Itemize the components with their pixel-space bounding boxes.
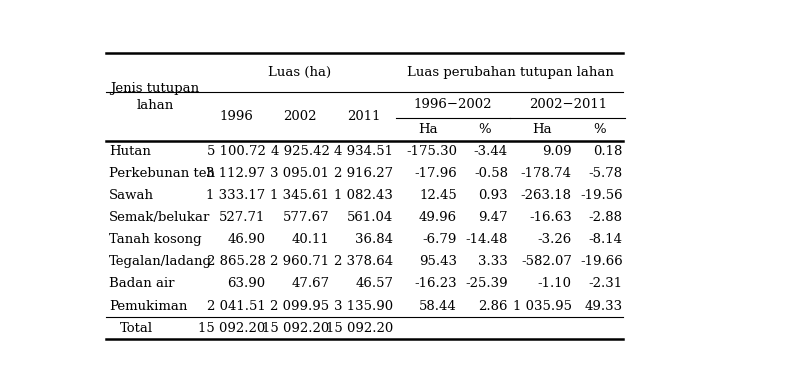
Text: 36.84: 36.84 (355, 233, 394, 246)
Text: 5 100.72: 5 100.72 (206, 145, 266, 158)
Text: 47.67: 47.67 (291, 278, 330, 291)
Text: Luas (ha): Luas (ha) (268, 66, 331, 79)
Text: -6.79: -6.79 (422, 233, 457, 246)
Text: Semak/belukar: Semak/belukar (110, 211, 210, 224)
Text: 49.33: 49.33 (585, 299, 622, 312)
Text: 4 925.42: 4 925.42 (270, 145, 330, 158)
Text: Tegalan/ladang: Tegalan/ladang (110, 256, 212, 269)
Text: -16.23: -16.23 (414, 278, 457, 291)
Text: -582.07: -582.07 (521, 256, 572, 269)
Text: Ha: Ha (418, 123, 438, 136)
Text: 577.67: 577.67 (282, 211, 330, 224)
Text: Total: Total (120, 321, 153, 334)
Text: %: % (478, 123, 491, 136)
Text: 1 345.61: 1 345.61 (270, 189, 330, 202)
Text: 46.57: 46.57 (355, 278, 394, 291)
Text: Sawah: Sawah (110, 189, 154, 202)
Text: Tanah kosong: Tanah kosong (110, 233, 202, 246)
Text: %: % (594, 123, 606, 136)
Text: 3 135.90: 3 135.90 (334, 299, 394, 312)
Text: 2 960.71: 2 960.71 (270, 256, 330, 269)
Text: -8.14: -8.14 (589, 233, 622, 246)
Text: 9.47: 9.47 (478, 211, 508, 224)
Text: 2002: 2002 (283, 110, 317, 123)
Text: 46.90: 46.90 (227, 233, 266, 246)
Text: -17.96: -17.96 (414, 167, 457, 180)
Text: -5.78: -5.78 (589, 167, 622, 180)
Text: Perkebunan teh: Perkebunan teh (110, 167, 215, 180)
Text: 58.44: 58.44 (419, 299, 457, 312)
Text: 15 092.20: 15 092.20 (326, 321, 394, 334)
Text: 2.86: 2.86 (478, 299, 508, 312)
Text: -263.18: -263.18 (521, 189, 572, 202)
Text: Luas perubahan tutupan lahan: Luas perubahan tutupan lahan (407, 66, 614, 79)
Text: 3 095.01: 3 095.01 (270, 167, 330, 180)
Text: 1 082.43: 1 082.43 (334, 189, 394, 202)
Text: 561.04: 561.04 (347, 211, 394, 224)
Text: -2.31: -2.31 (589, 278, 622, 291)
Text: 2011: 2011 (347, 110, 381, 123)
Text: -19.56: -19.56 (580, 189, 622, 202)
Text: 3.33: 3.33 (478, 256, 508, 269)
Text: -3.26: -3.26 (538, 233, 572, 246)
Text: 0.93: 0.93 (478, 189, 508, 202)
Text: 527.71: 527.71 (219, 211, 266, 224)
Text: Pemukiman: Pemukiman (110, 299, 188, 312)
Text: 40.11: 40.11 (292, 233, 330, 246)
Text: -2.88: -2.88 (589, 211, 622, 224)
Text: 9.09: 9.09 (542, 145, 572, 158)
Text: -14.48: -14.48 (466, 233, 508, 246)
Text: 2 041.51: 2 041.51 (206, 299, 266, 312)
Text: 2 865.28: 2 865.28 (206, 256, 266, 269)
Text: -19.66: -19.66 (580, 256, 622, 269)
Text: 3 112.97: 3 112.97 (206, 167, 266, 180)
Text: -1.10: -1.10 (538, 278, 572, 291)
Text: 1 333.17: 1 333.17 (206, 189, 266, 202)
Text: -175.30: -175.30 (406, 145, 457, 158)
Text: -16.63: -16.63 (529, 211, 572, 224)
Text: 2 916.27: 2 916.27 (334, 167, 394, 180)
Text: 2 099.95: 2 099.95 (270, 299, 330, 312)
Text: 95.43: 95.43 (419, 256, 457, 269)
Text: 63.90: 63.90 (227, 278, 266, 291)
Text: 2002−2011: 2002−2011 (529, 98, 607, 111)
Text: -3.44: -3.44 (474, 145, 508, 158)
Text: 15 092.20: 15 092.20 (198, 321, 266, 334)
Text: -178.74: -178.74 (521, 167, 572, 180)
Text: 1 035.95: 1 035.95 (513, 299, 572, 312)
Text: 0.18: 0.18 (594, 145, 622, 158)
Text: 2 378.64: 2 378.64 (334, 256, 394, 269)
Text: 15 092.20: 15 092.20 (262, 321, 330, 334)
Text: 4 934.51: 4 934.51 (334, 145, 394, 158)
Text: 49.96: 49.96 (419, 211, 457, 224)
Text: 1996−2002: 1996−2002 (414, 98, 492, 111)
Text: Hutan: Hutan (110, 145, 151, 158)
Text: Badan air: Badan air (110, 278, 175, 291)
Text: 1996: 1996 (219, 110, 253, 123)
Text: -25.39: -25.39 (466, 278, 508, 291)
Text: -0.58: -0.58 (474, 167, 508, 180)
Text: 12.45: 12.45 (419, 189, 457, 202)
Text: Ha: Ha (533, 123, 552, 136)
Text: Jenis tutupan
lahan: Jenis tutupan lahan (110, 82, 200, 112)
